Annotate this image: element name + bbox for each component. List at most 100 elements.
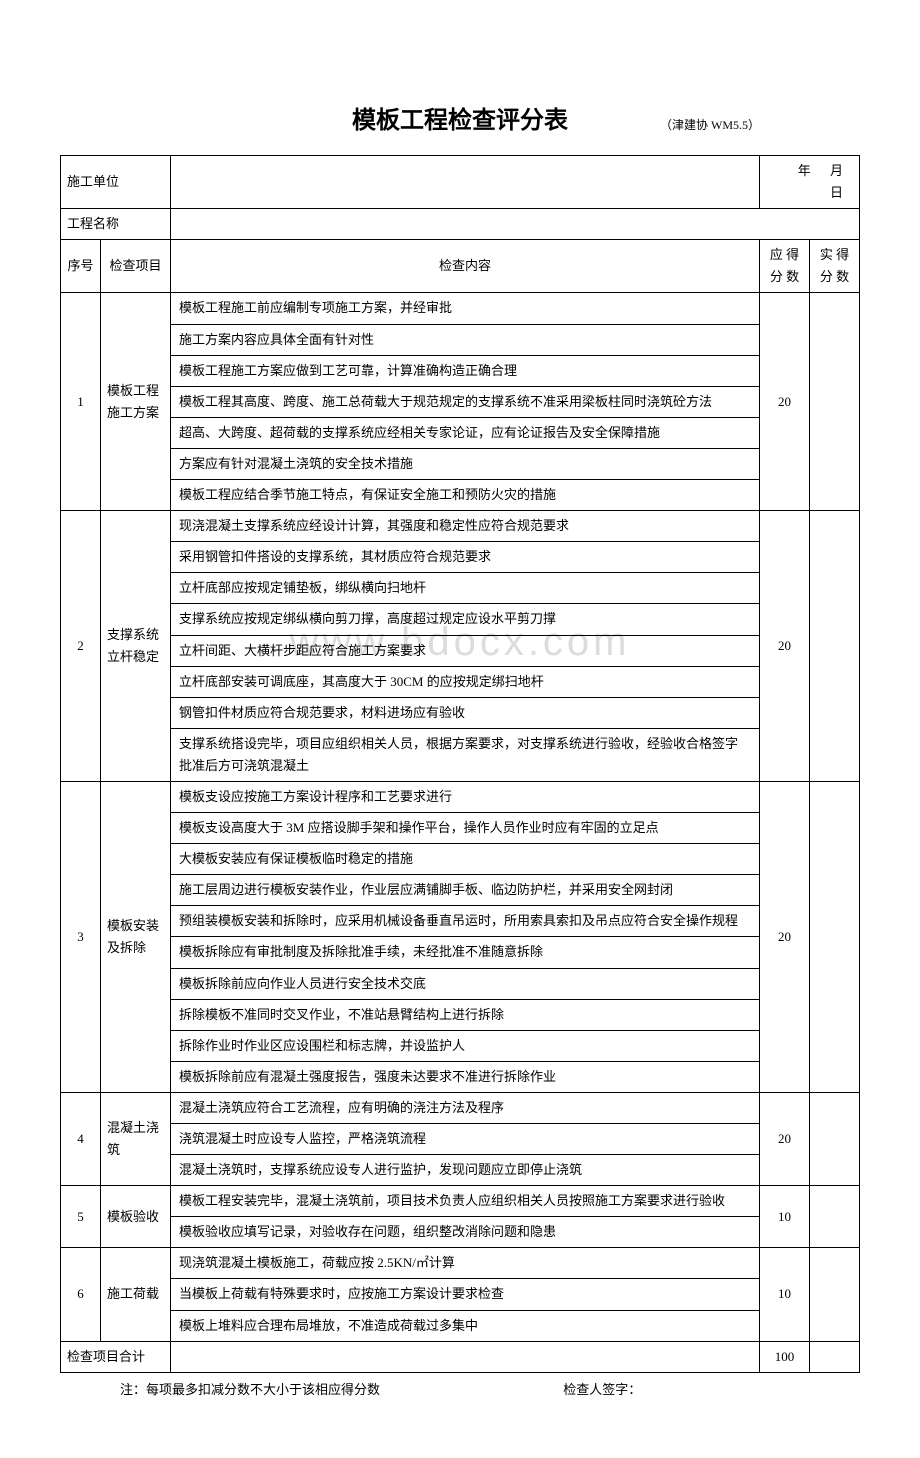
table-row: 模板拆除应有审批制度及拆除批准手续，未经批准不准随意拆除 xyxy=(61,937,860,968)
content-cell: 钢管扣件材质应符合规范要求，材料进场应有验收 xyxy=(171,697,760,728)
table-row: 采用钢管扣件搭设的支撑系统，其材质应符合规范要求 xyxy=(61,542,860,573)
actual-score-cell xyxy=(809,1092,859,1185)
table-row: 浇筑混凝土时应设专人监控，严格浇筑流程 xyxy=(61,1124,860,1155)
total-label: 检查项目合计 xyxy=(61,1341,171,1372)
total-content xyxy=(171,1341,760,1372)
content-cell: 支撑系统搭设完毕，项目应组织相关人员，根据方案要求，对支撑系统进行验收，经验收合… xyxy=(171,728,760,781)
content-cell: 模板工程施工前应编制专项施工方案，并经审批 xyxy=(171,293,760,324)
content-cell: 拆除模板不准同时交叉作业，不准站悬臂结构上进行拆除 xyxy=(171,999,760,1030)
item-cell: 模板安装及拆除 xyxy=(101,781,171,1092)
score-cell: 20 xyxy=(759,1092,809,1185)
scoring-table: 施工单位 年 月 日 工程名称 序号 检查项目 检查内容 应 得 分 数 实 得… xyxy=(60,155,860,1373)
actual-score-cell xyxy=(809,1248,859,1341)
seq-header: 序号 xyxy=(61,240,101,293)
content-cell: 模板工程安装完毕，混凝土浇筑前，项目技术负责人应组织相关人员按照施工方案要求进行… xyxy=(171,1186,760,1217)
seq-cell: 3 xyxy=(61,781,101,1092)
item-cell: 混凝土浇筑 xyxy=(101,1092,171,1185)
content-cell: 拆除作业时作业区应设围栏和标志牌，并设监护人 xyxy=(171,1030,760,1061)
content-cell: 模板支设高度大于 3M 应搭设脚手架和操作平台，操作人员作业时应有牢固的立足点 xyxy=(171,813,760,844)
project-row: 工程名称 xyxy=(61,209,860,240)
content-cell: 预组装模板安装和拆除时，应采用机械设备垂直吊运时，所用索具索扣及吊点应符合安全操… xyxy=(171,906,760,937)
table-row: 混凝土浇筑时，支撑系统应设专人进行监护，发现问题应立即停止浇筑 xyxy=(61,1155,860,1186)
seq-cell: 2 xyxy=(61,511,101,782)
footnote: 注：每项最多扣减分数不大小于该相应得分数 检查人签字： xyxy=(60,1379,860,1398)
item-header: 检查项目 xyxy=(101,240,171,293)
table-row: 模板工程其高度、跨度、施工总荷载大于规范规定的支撑系统不准采用梁板柱同时浇筑砼方… xyxy=(61,386,860,417)
content-cell: 模板拆除前应有混凝土强度报告，强度未达要求不准进行拆除作业 xyxy=(171,1061,760,1092)
seq-cell: 6 xyxy=(61,1248,101,1341)
content-cell: 混凝土浇筑应符合工艺流程，应有明确的浇注方法及程序 xyxy=(171,1092,760,1123)
content-header: 检查内容 xyxy=(171,240,760,293)
table-row: 1模板工程施工方案模板工程施工前应编制专项施工方案，并经审批20 xyxy=(61,293,860,324)
unit-label: 施工单位 xyxy=(61,156,171,209)
score-cell: 10 xyxy=(759,1186,809,1248)
content-cell: 立杆底部安装可调底座，其高度大于 30CM 的应按规定绑扫地杆 xyxy=(171,666,760,697)
table-row: 预组装模板安装和拆除时，应采用机械设备垂直吊运时，所用索具索扣及吊点应符合安全操… xyxy=(61,906,860,937)
actual-score-cell xyxy=(809,511,859,782)
item-cell: 模板工程施工方案 xyxy=(101,293,171,511)
table-row: 模板上堆料应合理布局堆放，不准造成荷载过多集中 xyxy=(61,1310,860,1341)
content-cell: 立杆间距、大横杆步距应符合施工方案要求 xyxy=(171,635,760,666)
content-cell: 模板拆除应有审批制度及拆除批准手续，未经批准不准随意拆除 xyxy=(171,937,760,968)
content-cell: 施工方案内容应具体全面有针对性 xyxy=(171,324,760,355)
content-cell: 模板上堆料应合理布局堆放，不准造成荷载过多集中 xyxy=(171,1310,760,1341)
table-row: 模板验收应填写记录，对验收存在问题，组织整改消除问题和隐患 xyxy=(61,1217,860,1248)
footnote-left: 注：每项最多扣减分数不大小于该相应得分数 xyxy=(120,1379,380,1398)
content-cell: 模板工程其高度、跨度、施工总荷载大于规范规定的支撑系统不准采用梁板柱同时浇筑砼方… xyxy=(171,386,760,417)
project-value xyxy=(171,209,860,240)
table-row: 2支撑系统立杆稳定现浇混凝土支撑系统应经设计计算，其强度和稳定性应符合规范要求2… xyxy=(61,511,860,542)
score-cell: 20 xyxy=(759,511,809,782)
table-row: 拆除作业时作业区应设围栏和标志牌，并设监护人 xyxy=(61,1030,860,1061)
actual-score-cell xyxy=(809,781,859,1092)
table-row: 模板支设高度大于 3M 应搭设脚手架和操作平台，操作人员作业时应有牢固的立足点 xyxy=(61,813,860,844)
table-row: 方案应有针对混凝土浇筑的安全技术措施 xyxy=(61,448,860,479)
total-row: 检查项目合计 100 xyxy=(61,1341,860,1372)
score2-header: 实 得 分 数 xyxy=(809,240,859,293)
item-cell: 施工荷载 xyxy=(101,1248,171,1341)
table-row: 当模板上荷载有特殊要求时，应按施工方案设计要求检查 xyxy=(61,1279,860,1310)
table-row: 立杆间距、大横杆步距应符合施工方案要求 xyxy=(61,635,860,666)
seq-cell: 4 xyxy=(61,1092,101,1185)
content-cell: 施工层周边进行模板安装作业，作业层应满铺脚手板、临边防护栏，并采用安全网封闭 xyxy=(171,875,760,906)
content-cell: 现浇混凝土支撑系统应经设计计算，其强度和稳定性应符合规范要求 xyxy=(171,511,760,542)
table-row: 钢管扣件材质应符合规范要求，材料进场应有验收 xyxy=(61,697,860,728)
table-row: 施工层周边进行模板安装作业，作业层应满铺脚手板、临边防护栏，并采用安全网封闭 xyxy=(61,875,860,906)
table-row: 立杆底部安装可调底座，其高度大于 30CM 的应按规定绑扫地杆 xyxy=(61,666,860,697)
project-label: 工程名称 xyxy=(61,209,171,240)
content-cell: 大模板安装应有保证模板临时稳定的措施 xyxy=(171,844,760,875)
content-cell: 立杆底部应按规定铺垫板，绑纵横向扫地杆 xyxy=(171,573,760,604)
total-score: 100 xyxy=(759,1341,809,1372)
table-row: 施工方案内容应具体全面有针对性 xyxy=(61,324,860,355)
doc-code: （津建协 WM5.5） xyxy=(660,116,760,133)
score1-header: 应 得 分 数 xyxy=(759,240,809,293)
content-cell: 混凝土浇筑时，支撑系统应设专人进行监护，发现问题应立即停止浇筑 xyxy=(171,1155,760,1186)
table-row: 3模板安装及拆除模板支设应按施工方案设计程序和工艺要求进行20 xyxy=(61,781,860,812)
table-row: 支撑系统搭设完毕，项目应组织相关人员，根据方案要求，对支撑系统进行验收，经验收合… xyxy=(61,728,860,781)
content-cell: 模板工程施工方案应做到工艺可靠，计算准确构造正确合理 xyxy=(171,355,760,386)
footnote-right: 检查人签字： xyxy=(563,1379,641,1398)
score-cell: 10 xyxy=(759,1248,809,1341)
seq-cell: 5 xyxy=(61,1186,101,1248)
content-cell: 现浇筑混凝土模板施工，荷载应按 2.5KN/㎡计算 xyxy=(171,1248,760,1279)
page-title: 模板工程检查评分表 xyxy=(352,100,568,135)
table-row: 6施工荷载现浇筑混凝土模板施工，荷载应按 2.5KN/㎡计算10 xyxy=(61,1248,860,1279)
score-cell: 20 xyxy=(759,293,809,511)
title-row: 模板工程检查评分表 （津建协 WM5.5） xyxy=(60,100,860,135)
content-cell: 当模板上荷载有特殊要求时，应按施工方案设计要求检查 xyxy=(171,1279,760,1310)
content-cell: 超高、大跨度、超荷载的支撑系统应经相关专家论证，应有论证报告及安全保障措施 xyxy=(171,417,760,448)
column-header-row: 序号 检查项目 检查内容 应 得 分 数 实 得 分 数 xyxy=(61,240,860,293)
table-row: 5模板验收模板工程安装完毕，混凝土浇筑前，项目技术负责人应组织相关人员按照施工方… xyxy=(61,1186,860,1217)
table-row: 立杆底部应按规定铺垫板，绑纵横向扫地杆 xyxy=(61,573,860,604)
actual-score-cell xyxy=(809,293,859,511)
content-cell: 模板工程应结合季节施工特点，有保证安全施工和预防火灾的措施 xyxy=(171,480,760,511)
actual-score-cell xyxy=(809,1186,859,1248)
content-cell: 方案应有针对混凝土浇筑的安全技术措施 xyxy=(171,448,760,479)
content-cell: 支撑系统应按规定绑纵横向剪刀撑，高度超过规定应设水平剪刀撑 xyxy=(171,604,760,635)
unit-value xyxy=(171,156,760,209)
table-row: 模板拆除前应向作业人员进行安全技术交底 xyxy=(61,968,860,999)
table-row: 大模板安装应有保证模板临时稳定的措施 xyxy=(61,844,860,875)
item-cell: 支撑系统立杆稳定 xyxy=(101,511,171,782)
total-actual xyxy=(809,1341,859,1372)
content-cell: 模板支设应按施工方案设计程序和工艺要求进行 xyxy=(171,781,760,812)
table-row: 模板工程应结合季节施工特点，有保证安全施工和预防火灾的措施 xyxy=(61,480,860,511)
